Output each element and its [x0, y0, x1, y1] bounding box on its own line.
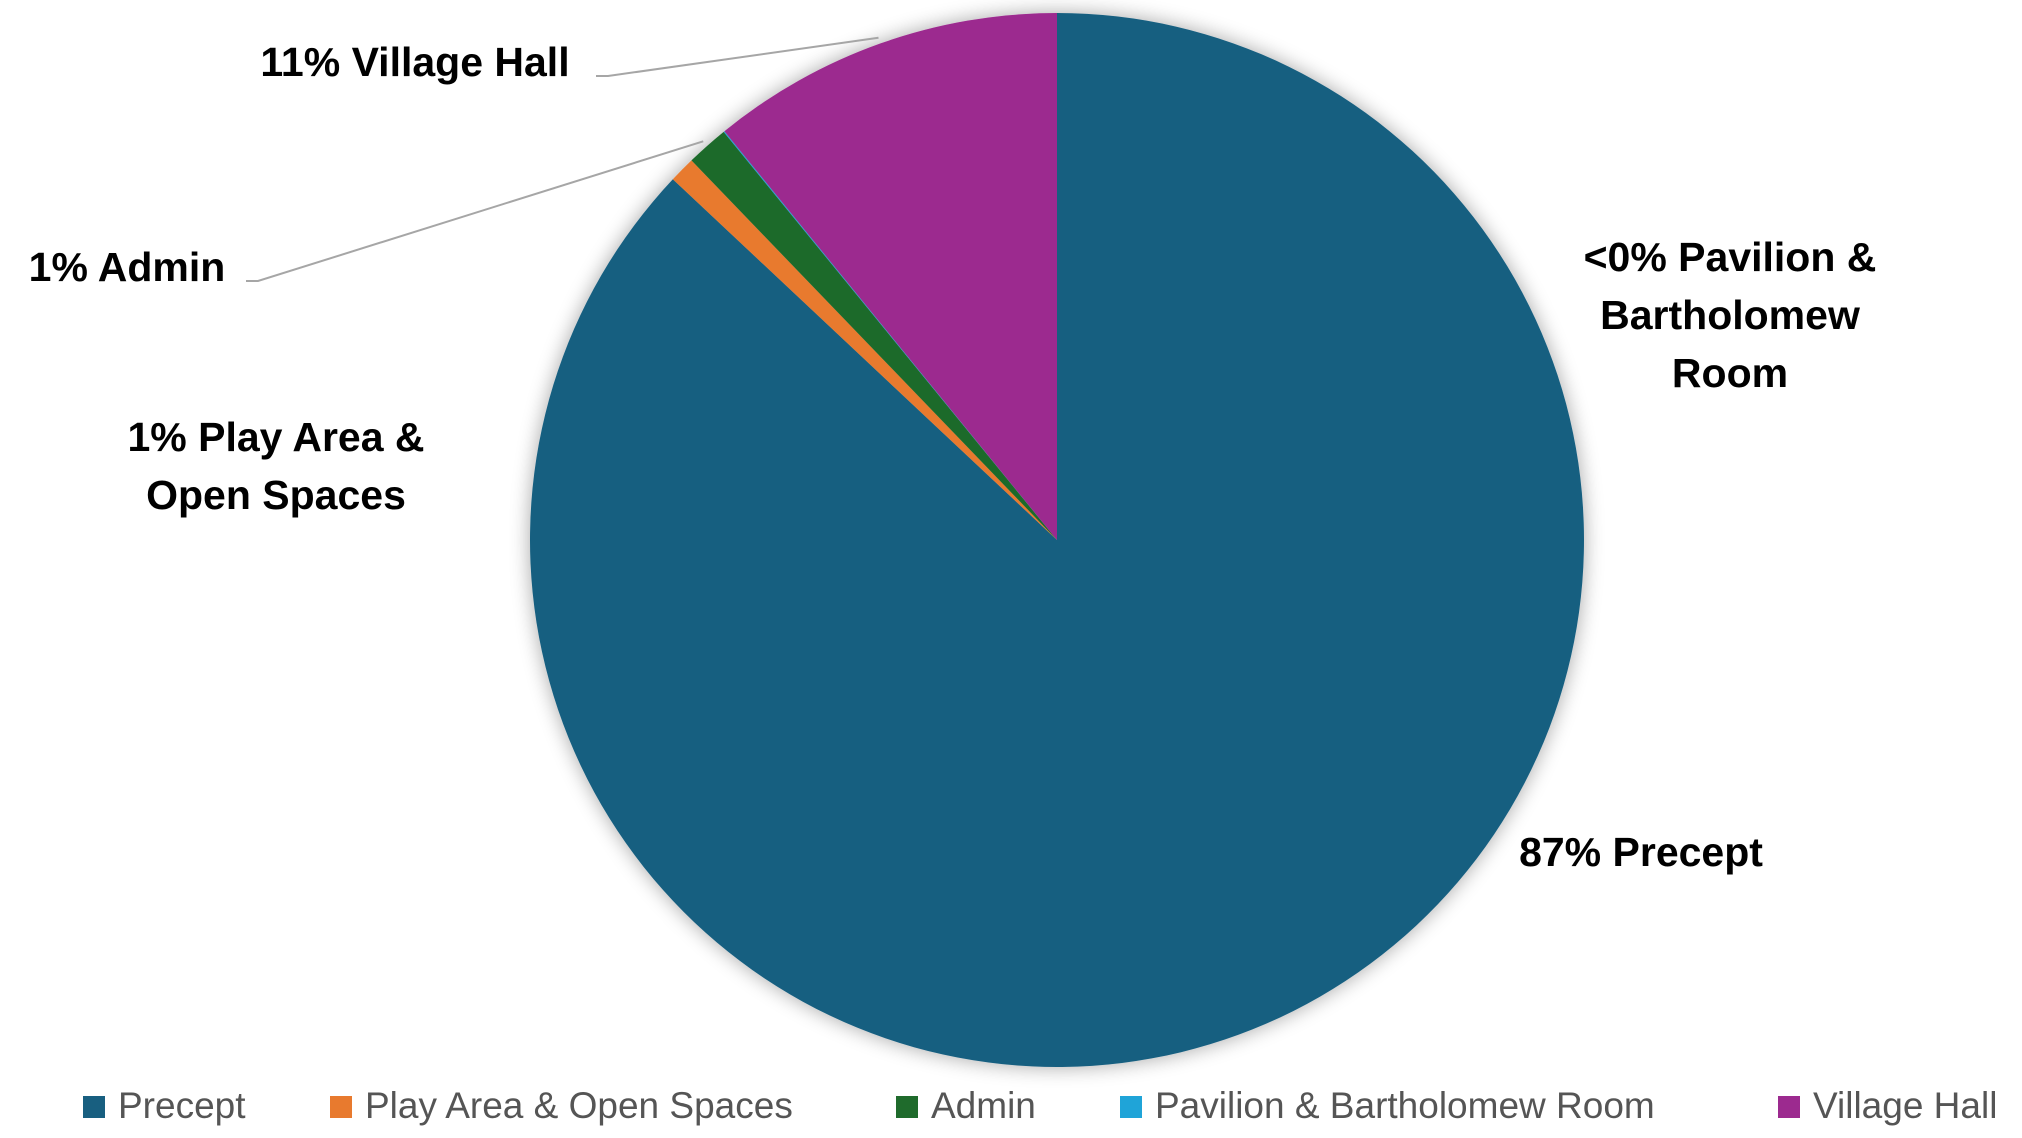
pie-slice-play-area-and-open-spaces	[672, 160, 1057, 540]
legend-item-play-area-and-open-spaces: Play Area & Open Spaces	[330, 1085, 793, 1126]
data-label-village-hall: 11% Village Hall	[260, 39, 569, 85]
legend-swatch-precept	[83, 1096, 105, 1118]
leader-lines	[246, 36, 879, 282]
pie-slices	[529, 13, 1584, 1067]
data-label-admin: 1% Admin	[29, 244, 226, 290]
data-label-play-area-and-open-spaces: 1% Play Area & Open Spaces	[127, 414, 424, 518]
legend-swatch-play-area-and-open-spaces	[330, 1096, 352, 1118]
legend: Precept Play Area & Open Spaces Admin Pavil…	[83, 1085, 1997, 1126]
legend-label-pavilion-and-bartholomew-room: Pavilion & Bartholomew Room	[1155, 1085, 1655, 1126]
leader-line-admin	[246, 140, 704, 282]
data-label-precept: 87% Precept	[1519, 829, 1763, 875]
legend-label-admin: Admin	[931, 1085, 1036, 1126]
pie-slice-village-hall	[724, 13, 1057, 540]
legend-item-precept: Precept	[83, 1085, 246, 1126]
legend-item-village-hall: Village Hall	[1778, 1085, 1997, 1126]
legend-item-pavilion-and-bartholomew-room: Pavilion & Bartholomew Room	[1120, 1085, 1655, 1126]
legend-item-admin: Admin	[896, 1085, 1036, 1126]
data-labels: 87% Precept 1% Play Area & Open Spaces 1% A…	[29, 39, 1877, 875]
pie-slice-admin	[691, 131, 1057, 540]
pie-slice-pavilion-and-bartholomew-room	[723, 131, 1057, 540]
legend-label-village-hall: Village Hall	[1813, 1085, 1997, 1126]
legend-swatch-admin	[896, 1096, 918, 1118]
legend-label-precept: Precept	[118, 1085, 246, 1126]
legend-swatch-pavilion-and-bartholomew-room	[1120, 1096, 1142, 1118]
leader-line-village-hall	[596, 36, 879, 77]
legend-label-play-area-and-open-spaces: Play Area & Open Spaces	[365, 1085, 793, 1126]
data-label-pavilion-and-bartholomew-room: <0% Pavilion & Bartholomew Room	[1584, 234, 1877, 396]
legend-swatch-village-hall	[1778, 1096, 1800, 1118]
